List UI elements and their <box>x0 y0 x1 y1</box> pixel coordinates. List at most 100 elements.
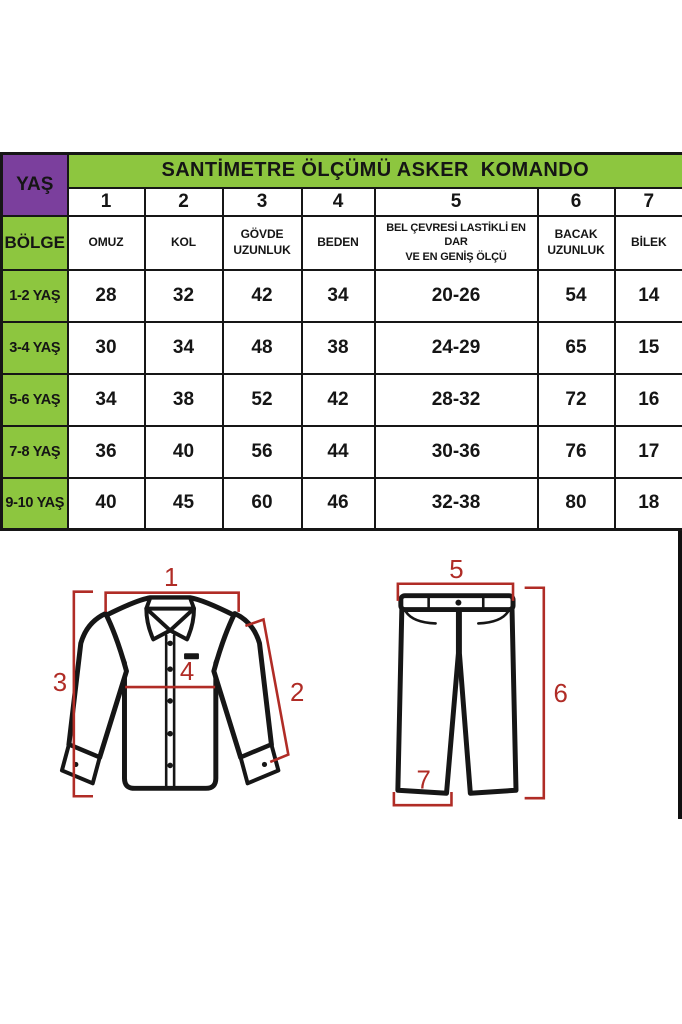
column-number-5: 5 <box>373 186 539 217</box>
column-number-7: 7 <box>613 186 682 217</box>
cuff-button <box>261 761 268 768</box>
column-number-4: 4 <box>300 186 376 217</box>
shirt-collar-right-lapel <box>168 606 196 642</box>
column-number-3: 3 <box>221 186 303 217</box>
size-value: 52 <box>221 372 303 427</box>
size-value: 30 <box>66 320 146 375</box>
shirt-button <box>167 762 173 769</box>
column-header-omuz: OMUZ <box>66 214 146 271</box>
row-label: 1-2 YAŞ <box>0 268 69 323</box>
size-value: 72 <box>536 372 616 427</box>
size-value: 40 <box>143 424 224 479</box>
shirt-button <box>167 666 173 672</box>
shirt-measure-4-label: 4 <box>180 658 194 686</box>
size-value: 34 <box>66 372 146 427</box>
size-table: YAŞ SANTİMETRE ÖLÇÜMÜ ASKER KOMANDO 1 2 … <box>0 152 682 531</box>
size-value: 46 <box>300 476 376 531</box>
region-header-cell: BÖLGE <box>0 214 69 271</box>
column-numbers-row: 1 2 3 4 5 6 7 <box>2 186 682 217</box>
column-header-kol: KOL <box>143 214 224 271</box>
shirt-collar-stand <box>144 595 196 611</box>
shirt-shoulder-bracket <box>104 591 240 612</box>
size-value: 42 <box>300 372 376 427</box>
shirt-button <box>167 698 173 704</box>
shirt-placket <box>164 634 176 790</box>
size-value: 48 <box>221 320 303 375</box>
column-header-bilek: BİLEK <box>613 214 682 271</box>
row-label: 7-8 YAŞ <box>0 424 69 479</box>
column-headers-row: BÖLGE OMUZ KOL GÖVDE UZUNLUK BEDEN BEL Ç… <box>0 214 682 271</box>
right-edge-artifact-line <box>678 531 682 819</box>
shirt-sleeve-bracket <box>244 617 290 764</box>
shirt-right-cuff <box>238 742 281 786</box>
row-label: 5-6 YAŞ <box>0 372 69 427</box>
size-value: 38 <box>143 372 224 427</box>
size-value: 17 <box>613 424 682 479</box>
column-number-6: 6 <box>536 186 616 217</box>
shirt-measure-2-label: 2 <box>290 679 304 707</box>
size-value: 36 <box>66 424 146 479</box>
size-value: 44 <box>300 424 376 479</box>
size-value: 34 <box>143 320 224 375</box>
row-label: 9-10 YAŞ <box>0 476 69 531</box>
size-value: 45 <box>143 476 224 531</box>
pants-waist-bracket <box>396 582 515 601</box>
size-value: 16 <box>613 372 682 427</box>
pants-left-pocket <box>404 610 437 625</box>
size-value: 65 <box>536 320 616 375</box>
shirt-button <box>167 730 173 737</box>
shirt-pocket-mark <box>184 653 199 660</box>
shirt-left-cuff <box>59 742 102 786</box>
table-title-row: YAŞ SANTİMETRE ÖLÇÜMÜ ASKER KOMANDO <box>0 152 682 217</box>
size-value: 60 <box>221 476 303 531</box>
size-value: 18 <box>613 476 682 531</box>
pants-right-leg <box>456 607 519 796</box>
shirt-length-bracket <box>72 590 94 798</box>
table-row-9-10: 9-10 YAŞ 40 45 60 46 32-38 80 18 <box>0 476 682 531</box>
pants-measure-6-label: 6 <box>554 680 568 708</box>
size-value: 54 <box>536 268 616 323</box>
column-header-beden: BEDEN <box>300 214 376 271</box>
size-value: 32 <box>143 268 224 323</box>
row-label: 3-4 YAŞ <box>0 320 69 375</box>
size-value: 42 <box>221 268 303 323</box>
size-value: 34 <box>300 268 376 323</box>
size-value: 40 <box>66 476 146 531</box>
size-value: 38 <box>300 320 376 375</box>
pants-waist-button <box>455 599 462 606</box>
size-value: 14 <box>613 268 682 323</box>
size-value: 24-29 <box>373 320 539 375</box>
pants-leg-opening-bracket <box>392 791 453 807</box>
size-value: 56 <box>221 424 303 479</box>
shirt-diagram: 1 3 4 2 <box>53 564 304 798</box>
pants-diagram: 5 6 7 <box>392 556 568 807</box>
column-number-1: 1 <box>66 186 146 217</box>
size-value: 15 <box>613 320 682 375</box>
pants-belt-loops <box>427 595 485 610</box>
pants-measure-5-label: 5 <box>449 556 463 584</box>
column-number-2: 2 <box>143 186 224 217</box>
size-value: 76 <box>536 424 616 479</box>
shirt-button <box>167 640 173 647</box>
shirt-body <box>103 595 238 791</box>
shirt-measure-3-label: 3 <box>53 669 67 697</box>
column-header-bel-cevresi: BEL ÇEVRESİ LASTİKLİ EN DAR VE EN GENİŞ … <box>373 214 539 271</box>
size-value: 32-38 <box>373 476 539 531</box>
size-value: 28-32 <box>373 372 539 427</box>
table-row-5-6: 5-6 YAŞ 34 38 52 42 28-32 72 16 <box>0 372 682 427</box>
size-value: 28 <box>66 268 146 323</box>
pants-measure-7-label: 7 <box>416 766 430 794</box>
pants-right-pocket <box>476 610 510 625</box>
shirt-measure-1-label: 1 <box>164 564 178 592</box>
table-row-7-8: 7-8 YAŞ 36 40 56 44 30-36 76 17 <box>0 424 682 479</box>
size-value: 80 <box>536 476 616 531</box>
table-row-3-4: 3-4 YAŞ 30 34 48 38 24-29 65 15 <box>0 320 682 375</box>
age-corner-cell: YAŞ <box>0 152 69 217</box>
table-title: SANTİMETRE ÖLÇÜMÜ ASKER KOMANDO <box>66 152 682 189</box>
size-value: 30-36 <box>373 424 539 479</box>
shirt-collar-left-lapel <box>144 606 173 642</box>
column-header-govde-uzunluk: GÖVDE UZUNLUK <box>221 214 303 271</box>
column-header-bacak-uzunluk: BACAK UZUNLUK <box>536 214 616 271</box>
size-value: 20-26 <box>373 268 539 323</box>
